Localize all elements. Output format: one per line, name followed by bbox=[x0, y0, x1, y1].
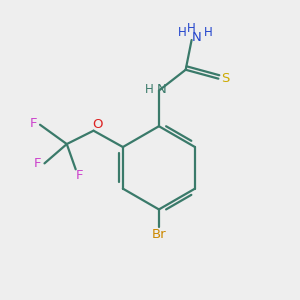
Text: H: H bbox=[204, 26, 212, 39]
Text: H: H bbox=[178, 26, 187, 39]
Text: N: N bbox=[192, 31, 202, 44]
Text: Br: Br bbox=[152, 228, 166, 241]
Text: F: F bbox=[76, 169, 83, 182]
Text: S: S bbox=[221, 72, 229, 85]
Text: F: F bbox=[30, 117, 37, 130]
Text: H: H bbox=[187, 22, 196, 34]
Text: H: H bbox=[145, 82, 154, 96]
Text: O: O bbox=[92, 118, 102, 131]
Text: N: N bbox=[157, 82, 167, 96]
Text: F: F bbox=[34, 157, 42, 170]
